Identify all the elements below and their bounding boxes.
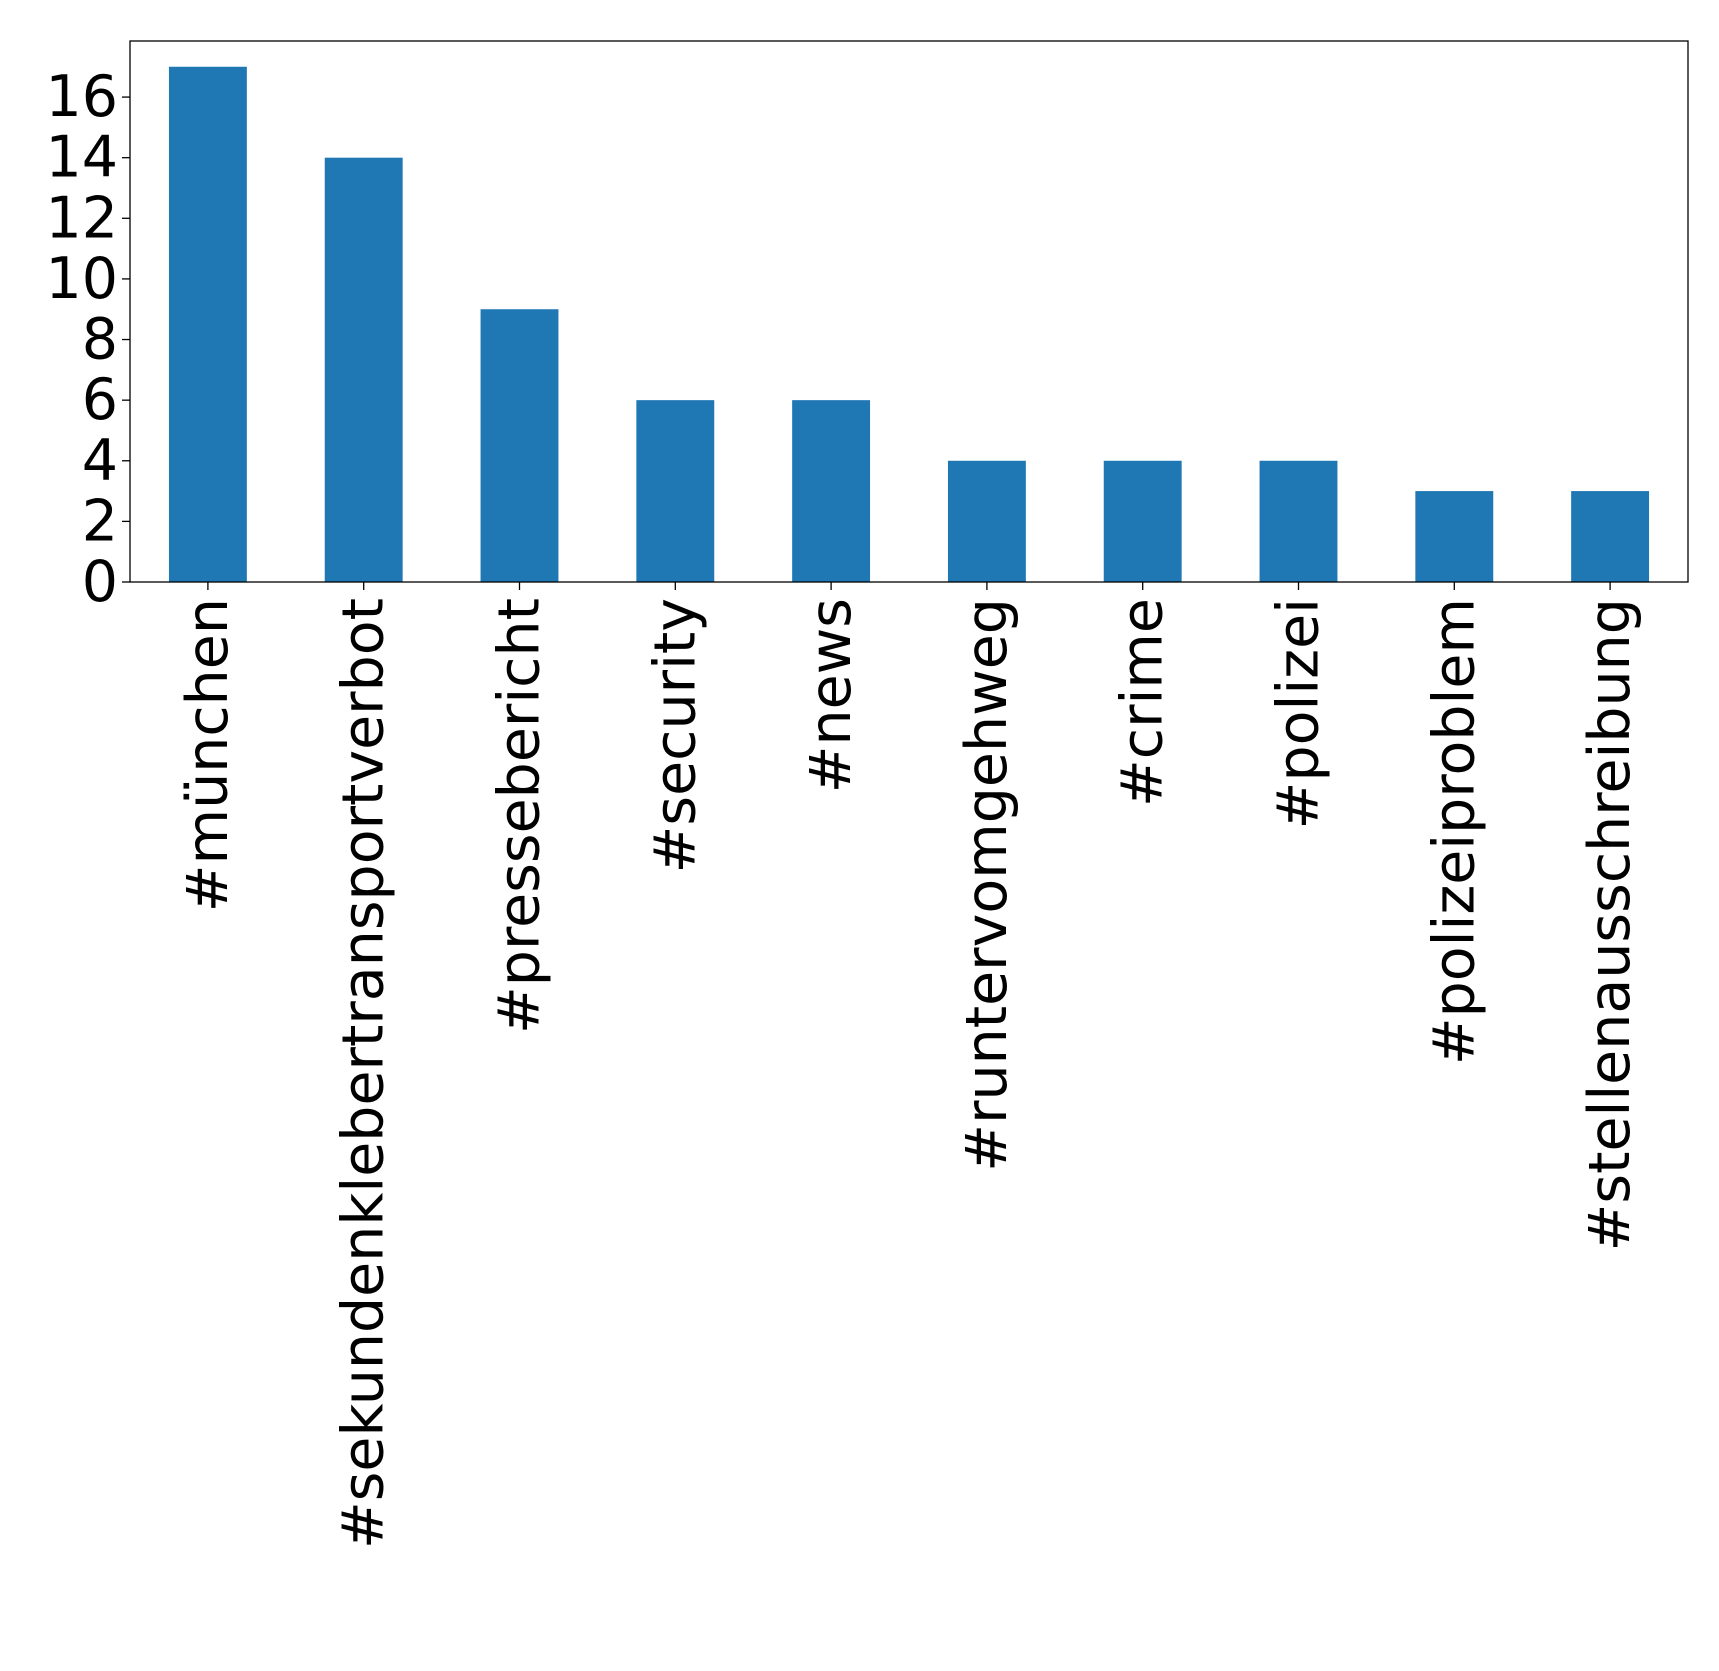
- bar: [1415, 491, 1494, 582]
- y-tick-label: 4: [82, 428, 118, 494]
- y-tick-label: 10: [45, 246, 118, 312]
- y-tick-label: 0: [82, 549, 118, 615]
- bar: [792, 400, 871, 582]
- x-tick-label: #runtervomgehweg: [954, 598, 1020, 1172]
- bar: [168, 66, 247, 582]
- bar: [324, 157, 403, 582]
- bar: [1259, 460, 1338, 582]
- y-tick-label: 6: [82, 367, 118, 433]
- bar: [1571, 491, 1650, 582]
- x-tick-label: #security: [642, 598, 708, 873]
- plot-frame: [129, 40, 1689, 583]
- bar: [636, 400, 715, 582]
- bar: [947, 460, 1026, 582]
- y-tick-label: 2: [82, 488, 118, 554]
- y-tick-label: 8: [82, 307, 118, 373]
- x-tick-label: #crime: [1110, 598, 1176, 807]
- bar: [1103, 460, 1182, 582]
- x-tick-label: #sekundenklebertransportverbot: [331, 598, 397, 1549]
- x-tick-label: #polizei: [1266, 598, 1332, 829]
- x-axis: #münchen #sekundenklebertransportverbot #p…: [175, 582, 1643, 1549]
- x-tick-label: #stellenausschreibung: [1577, 598, 1643, 1251]
- bars-group: [168, 66, 1650, 582]
- x-tick-label: #news: [798, 598, 864, 793]
- y-tick-label: 14: [45, 125, 118, 191]
- bar: [480, 309, 559, 582]
- x-tick-label: #münchen: [175, 598, 241, 912]
- y-tick-label: 16: [45, 64, 118, 130]
- x-tick-label: #pressebericht: [487, 598, 553, 1034]
- x-tick-label: #polizeiproblem: [1421, 598, 1487, 1065]
- y-tick-label: 12: [45, 185, 118, 251]
